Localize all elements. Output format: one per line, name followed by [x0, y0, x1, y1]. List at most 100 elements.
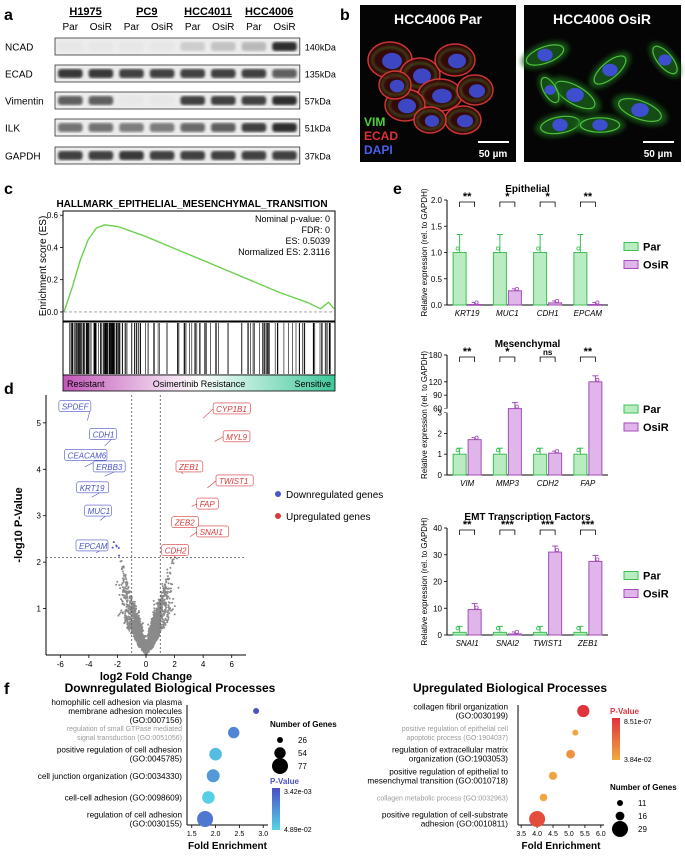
replicate-point	[474, 435, 479, 440]
volcano-point	[166, 592, 169, 594]
bar-gene-label: FAP	[580, 479, 596, 488]
dapi-nucleus	[468, 84, 486, 98]
cell-line-label: PC9	[136, 6, 157, 18]
volcano-point	[151, 623, 154, 626]
significance-bracket	[579, 201, 596, 207]
volcano-point	[138, 642, 141, 645]
micrograph-par-title: HCC4006 Par	[394, 11, 482, 27]
significance-label: ***	[541, 519, 555, 531]
color-legend-title: P-Value	[270, 777, 299, 786]
volcano-point	[151, 643, 154, 646]
volcano-point	[153, 615, 156, 618]
volcano-point	[148, 644, 151, 647]
dapi-nucleus	[658, 54, 672, 66]
volcano-point	[126, 621, 129, 623]
western-blot-panel: H1975 PC9 HCC4011 HCC4006 Par OsiR Par OsiR Par O…	[5, 6, 336, 165]
gsea-stat-nes: Normalized ES: 2.3116	[238, 247, 330, 257]
volcano-point	[177, 586, 180, 589]
dapi-nucleus	[389, 79, 405, 93]
volcano-point	[119, 587, 122, 590]
condition-label: Par	[246, 22, 262, 33]
volcano-point	[133, 616, 136, 619]
vimentin-filament	[652, 45, 678, 75]
replicate-point	[536, 626, 541, 631]
size-legend-value: 29	[638, 825, 647, 834]
bar-chart-title: EMT Transcription Factors	[464, 512, 591, 523]
legend-par-swatch	[623, 404, 639, 414]
go-term-label: apoptotic process (GO:1904037)	[406, 735, 508, 742]
volcano-point	[151, 619, 154, 622]
volcano-point	[166, 575, 169, 578]
go-enrichment-panel: Downregulated Biological Processes 1.5 2.0…	[38, 681, 678, 852]
significance-bracket	[499, 201, 516, 207]
volcano-point	[124, 612, 127, 615]
volcano-point	[142, 640, 145, 643]
volcano-point	[130, 617, 133, 620]
protein-label: GAPDH	[5, 152, 41, 163]
volcano-point	[138, 622, 141, 625]
volcano-point	[117, 547, 120, 549]
volcano-point	[160, 617, 163, 620]
bar-par	[533, 453, 548, 476]
volcano-point	[149, 639, 152, 642]
bar-par	[573, 453, 588, 476]
gene-label-box	[89, 428, 117, 440]
go-term-label: (GO:0030199)	[456, 712, 509, 721]
go-term-label: cell junction organization (GO:0034330)	[38, 772, 183, 781]
volcano-point	[165, 606, 168, 609]
size-legend-title: Number of Genes	[610, 783, 677, 792]
gsea-stat-es: ES: 0.5039	[285, 236, 330, 246]
gene-label-box	[222, 430, 251, 443]
blot-band	[119, 123, 144, 132]
volcano-point	[125, 585, 128, 588]
go-dot	[253, 708, 260, 714]
dapi-nucleus	[424, 115, 440, 127]
volcano-point	[166, 621, 169, 624]
volcano-point	[163, 608, 166, 611]
volcano-point	[146, 644, 148, 647]
volcano-point	[158, 603, 161, 606]
volcano-point	[126, 582, 129, 584]
blot-band	[241, 69, 267, 78]
volcano-point	[141, 629, 144, 632]
volcano-point	[168, 608, 171, 611]
go-title: Upregulated Biological Processes	[413, 681, 607, 695]
volcano-point	[136, 625, 139, 628]
volcano-point	[140, 632, 143, 635]
bar-osir	[548, 452, 563, 476]
go-dot	[209, 747, 222, 761]
volcano-point	[161, 625, 164, 628]
bar-ytick-label: 2	[438, 429, 443, 438]
kda-label: 57kDa	[305, 97, 331, 107]
condition-label: OsiR	[212, 22, 234, 33]
volcano-point	[154, 625, 157, 628]
blot-band	[180, 69, 205, 78]
volcano-point	[124, 581, 127, 584]
volcano-point	[158, 615, 161, 618]
gene-label-box	[75, 539, 109, 552]
gene-label-box	[212, 402, 251, 415]
blot-band	[58, 96, 83, 105]
go-dot	[529, 811, 546, 827]
volcano-point	[167, 604, 170, 607]
protein-label: Vimentin	[5, 97, 44, 108]
color-legend-bottom: 4.89e-02	[284, 827, 312, 834]
volcano-xtick-label: -6	[57, 660, 65, 669]
bar-par	[452, 453, 467, 476]
volcano-point	[128, 612, 131, 615]
volcano-point	[135, 616, 138, 618]
size-legend-dot	[272, 758, 288, 774]
cell-line-label: HCC4006	[245, 6, 293, 18]
dapi-nucleus	[537, 48, 553, 62]
volcano-point	[153, 631, 156, 634]
blot-band	[149, 123, 175, 132]
blot-strip	[54, 146, 301, 165]
blot-band	[180, 151, 205, 160]
blot-band	[88, 42, 114, 51]
volcano-point	[124, 619, 127, 621]
bar-par	[533, 252, 548, 306]
gene-label-up: TWIST1	[219, 477, 248, 486]
significance-bracket	[539, 529, 556, 535]
volcano-point	[134, 635, 137, 638]
gene-label-box	[196, 525, 230, 538]
